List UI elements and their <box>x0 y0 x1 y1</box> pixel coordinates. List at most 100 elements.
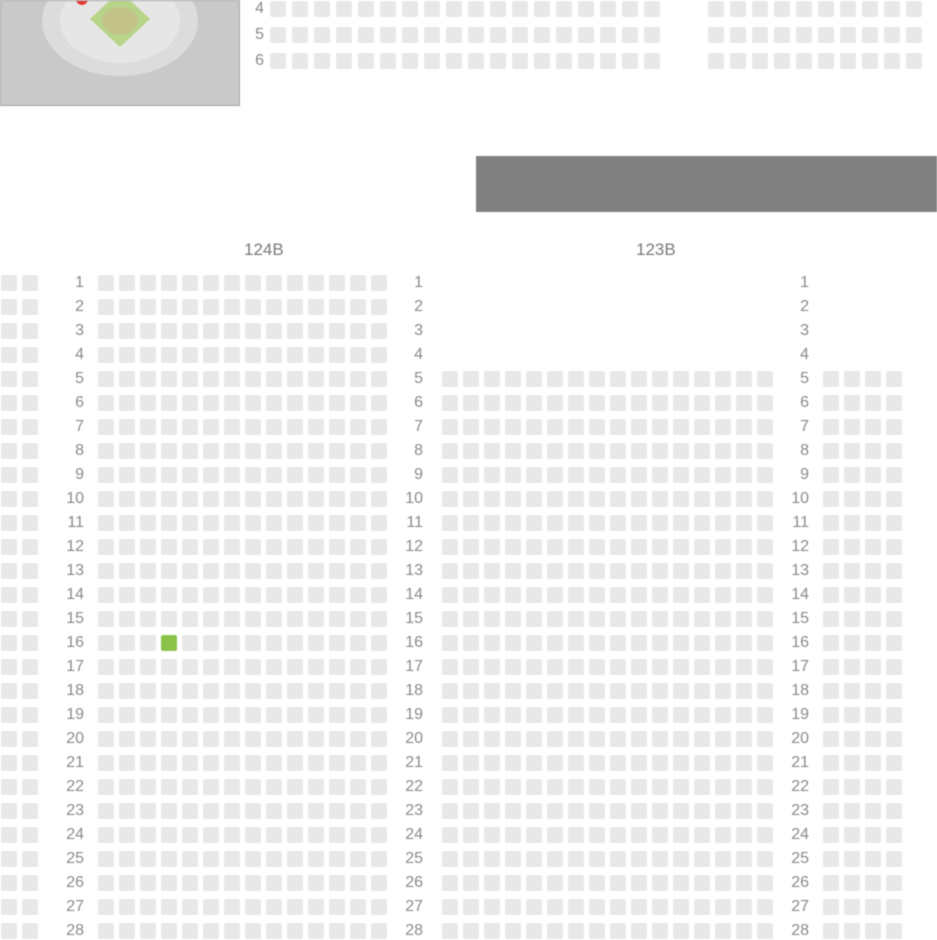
seat[interactable] <box>823 731 839 747</box>
seat[interactable] <box>1 707 17 723</box>
seat[interactable] <box>224 923 240 939</box>
seat[interactable] <box>350 299 366 315</box>
seat[interactable] <box>380 1 396 17</box>
seat[interactable] <box>350 827 366 843</box>
seat[interactable] <box>736 731 752 747</box>
seat[interactable] <box>22 635 38 651</box>
seat[interactable] <box>708 1 724 17</box>
seat[interactable] <box>865 635 881 651</box>
seat[interactable] <box>652 875 668 891</box>
seat[interactable] <box>140 755 156 771</box>
seat[interactable] <box>886 899 902 915</box>
seat[interactable] <box>119 347 135 363</box>
seat[interactable] <box>182 635 198 651</box>
seat[interactable] <box>350 539 366 555</box>
seat[interactable] <box>245 395 261 411</box>
seat[interactable] <box>442 851 458 867</box>
seat[interactable] <box>715 395 731 411</box>
seat[interactable] <box>673 827 689 843</box>
seat[interactable] <box>865 443 881 459</box>
seat[interactable] <box>1 539 17 555</box>
seat[interactable] <box>547 659 563 675</box>
seat[interactable] <box>589 587 605 603</box>
seat[interactable] <box>182 731 198 747</box>
seat[interactable] <box>589 467 605 483</box>
seat[interactable] <box>865 683 881 699</box>
seat[interactable] <box>287 395 303 411</box>
seat[interactable] <box>547 467 563 483</box>
seat[interactable] <box>823 443 839 459</box>
seat[interactable] <box>736 683 752 699</box>
seat[interactable] <box>182 923 198 939</box>
seat[interactable] <box>424 1 440 17</box>
seat[interactable] <box>119 707 135 723</box>
seat[interactable] <box>266 587 282 603</box>
seat[interactable] <box>484 419 500 435</box>
seat[interactable] <box>22 491 38 507</box>
seat[interactable] <box>245 755 261 771</box>
seat[interactable] <box>490 27 506 43</box>
seat[interactable] <box>589 491 605 507</box>
seat[interactable] <box>329 923 345 939</box>
seat[interactable] <box>589 515 605 531</box>
seat[interactable] <box>224 707 240 723</box>
seat[interactable] <box>796 53 812 69</box>
seat[interactable] <box>484 467 500 483</box>
seat[interactable] <box>308 611 324 627</box>
seat[interactable] <box>715 899 731 915</box>
seat[interactable] <box>446 1 462 17</box>
seat[interactable] <box>266 707 282 723</box>
seat[interactable] <box>224 275 240 291</box>
seat[interactable] <box>631 587 647 603</box>
seat[interactable] <box>329 539 345 555</box>
seat[interactable] <box>673 611 689 627</box>
seat[interactable] <box>526 803 542 819</box>
seat[interactable] <box>140 539 156 555</box>
seat[interactable] <box>442 587 458 603</box>
seat[interactable] <box>631 635 647 651</box>
seat[interactable] <box>844 419 860 435</box>
seat[interactable] <box>161 323 177 339</box>
seat[interactable] <box>715 803 731 819</box>
seat[interactable] <box>757 875 773 891</box>
seat[interactable] <box>886 587 902 603</box>
seat[interactable] <box>22 467 38 483</box>
seat[interactable] <box>329 323 345 339</box>
seat[interactable] <box>715 611 731 627</box>
seat[interactable] <box>468 27 484 43</box>
seat[interactable] <box>568 923 584 939</box>
seat[interactable] <box>757 443 773 459</box>
seat[interactable] <box>22 755 38 771</box>
seat[interactable] <box>715 659 731 675</box>
seat[interactable] <box>673 635 689 651</box>
seat[interactable] <box>610 875 626 891</box>
seat[interactable] <box>22 275 38 291</box>
seat[interactable] <box>673 491 689 507</box>
seat[interactable] <box>823 899 839 915</box>
seat[interactable] <box>652 659 668 675</box>
seat[interactable] <box>161 611 177 627</box>
seat[interactable] <box>823 755 839 771</box>
seat[interactable] <box>886 659 902 675</box>
seat[interactable] <box>22 299 38 315</box>
seat[interactable] <box>610 755 626 771</box>
seat[interactable] <box>224 587 240 603</box>
seat[interactable] <box>736 491 752 507</box>
seat[interactable] <box>568 731 584 747</box>
seat[interactable] <box>589 779 605 795</box>
seat[interactable] <box>600 1 616 17</box>
seat[interactable] <box>442 779 458 795</box>
seat[interactable] <box>350 923 366 939</box>
seat[interactable] <box>119 587 135 603</box>
seat[interactable] <box>292 1 308 17</box>
seat[interactable] <box>140 371 156 387</box>
seat[interactable] <box>823 683 839 699</box>
seat[interactable] <box>1 299 17 315</box>
seat[interactable] <box>774 1 790 17</box>
seat[interactable] <box>245 587 261 603</box>
seat[interactable] <box>270 1 286 17</box>
seat[interactable] <box>329 347 345 363</box>
seat[interactable] <box>308 659 324 675</box>
seat[interactable] <box>865 515 881 531</box>
seat[interactable] <box>371 323 387 339</box>
